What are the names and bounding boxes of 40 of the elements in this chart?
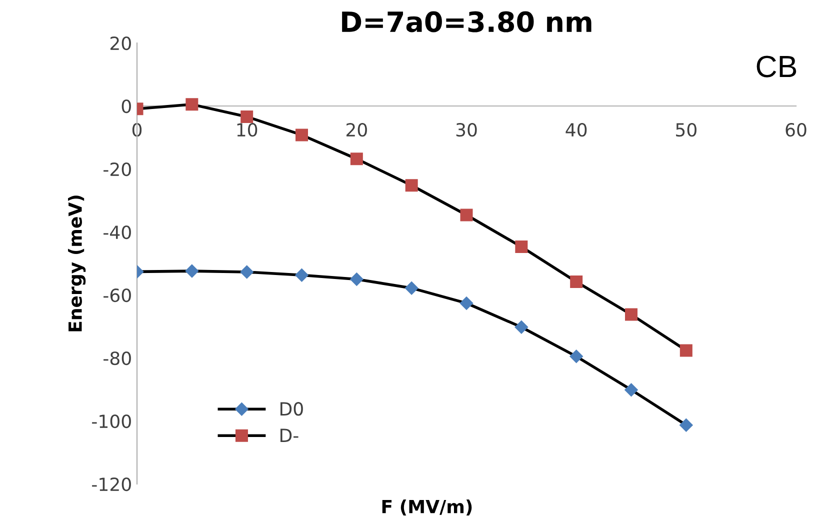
y-tick-label: -80: [104, 351, 131, 366]
point: [625, 308, 638, 321]
x-tick-label: 20: [346, 122, 367, 137]
point: [514, 320, 528, 334]
y-tick-label: -100: [92, 414, 131, 428]
y-tick-label: 20: [110, 36, 131, 50]
point: [680, 418, 693, 432]
point: [405, 179, 418, 192]
y-tick-label: -40: [104, 225, 131, 240]
y-tick-label: 0: [122, 99, 131, 114]
point: [185, 264, 199, 278]
x-tick-label: 60: [786, 122, 806, 137]
annotation: CB: [756, 56, 796, 78]
legend-label: D-: [280, 428, 298, 442]
y-tick-label: -120: [92, 477, 131, 492]
point: [296, 128, 308, 142]
point: [624, 383, 638, 396]
point: [680, 344, 692, 357]
legend-label: D0: [280, 402, 303, 416]
point: [515, 240, 528, 254]
point: [404, 281, 418, 295]
point: [240, 110, 254, 123]
x-tick-label: 30: [456, 122, 477, 137]
x-tick-label: 50: [676, 122, 696, 137]
x-tick-label: 40: [566, 122, 587, 137]
point: [460, 208, 473, 222]
point: [460, 296, 474, 310]
point: [350, 272, 364, 286]
x-tick-label: 10: [237, 122, 258, 137]
y-tick-label: -60: [104, 288, 131, 302]
point: [240, 265, 254, 279]
point: [570, 350, 583, 364]
x-axis-title: F (MV/m): [382, 499, 472, 516]
point: [350, 152, 363, 166]
point: [186, 98, 198, 111]
y-axis-title: Energy (meV): [68, 196, 86, 332]
point: [295, 268, 308, 282]
chart-title: D=7a0=3.80 nm: [342, 11, 592, 32]
y-tick-label: -20: [104, 162, 131, 176]
point: [570, 276, 583, 288]
